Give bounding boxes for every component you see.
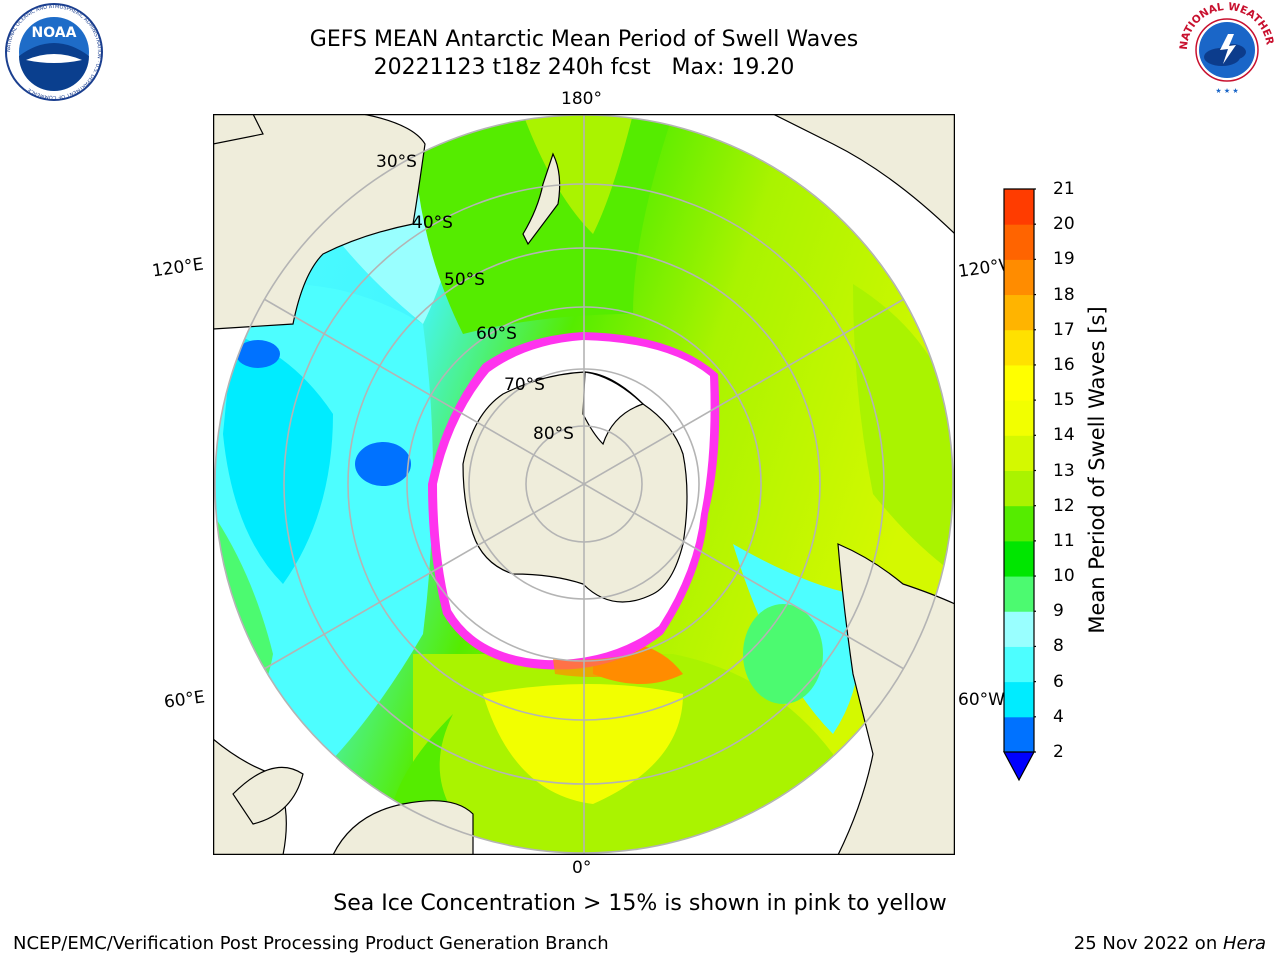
colorbar-tick-label: 16 [1053, 354, 1075, 375]
colorbar-swatch [1004, 294, 1034, 331]
svg-text:★ ★ ★: ★ ★ ★ [1215, 87, 1238, 95]
nws-logo: NATIONAL WEATHER SERVICE ★ ★ ★ [1176, 0, 1276, 96]
colorbar-tick-label: 14 [1053, 425, 1075, 446]
footer-host: Hera [1222, 933, 1266, 954]
lat-label-40s: 40°S [412, 213, 453, 233]
colorbar-swatch [1004, 364, 1034, 401]
colorbar-swatch [1004, 576, 1034, 612]
colorbar [1002, 188, 1036, 782]
colorbar-swatch [1004, 540, 1034, 577]
antarctica-land [462, 371, 688, 603]
colorbar-tick-label: 13 [1053, 460, 1075, 481]
colorbar-tick-label: 11 [1053, 530, 1075, 551]
colorbar-tick-label: 12 [1053, 495, 1075, 516]
colorbar-title: Mean Period of Swell Waves [s] [1085, 306, 1109, 634]
colorbar-tick-label: 8 [1053, 636, 1064, 657]
colorbar-tick-label: 20 [1053, 214, 1075, 235]
colorbar-swatch [1004, 224, 1034, 260]
colorbar-tick-label: 17 [1053, 319, 1075, 340]
colorbar-tick-label: 18 [1053, 284, 1075, 305]
colorbar-swatch [1004, 716, 1034, 753]
colorbar-swatch [1004, 646, 1034, 683]
colorbar-swatch [1004, 505, 1034, 542]
lat-label-50s: 50°S [444, 270, 485, 290]
polar-map [213, 114, 955, 855]
colorbar-swatch [1004, 189, 1034, 225]
map-title: GEFS MEAN Antarctic Mean Period of Swell… [309, 27, 859, 52]
colorbar-swatch [1004, 259, 1034, 296]
lon-label-0: 0° [572, 858, 592, 878]
lat-label-60s: 60°S [476, 324, 517, 344]
colorbar-tick-label: 4 [1053, 706, 1064, 727]
colorbar-under-arrow [1002, 751, 1036, 782]
footer-credit: NCEP/EMC/Verification Post Processing Pr… [13, 933, 609, 954]
lon-label-120e: 120°E [150, 254, 205, 282]
colorbar-swatch [1004, 435, 1034, 471]
colorbar-tick-label: 2 [1053, 742, 1064, 762]
colorbar-tick-label: 9 [1053, 601, 1064, 622]
map-frame [213, 114, 955, 855]
lat-label-70s: 70°S [504, 375, 545, 395]
noaa-logo-text: NOAA [32, 25, 77, 41]
colorbar-swatch [1004, 400, 1034, 436]
colorbar-swatch [1004, 329, 1034, 366]
lon-label-60w: 60°W [958, 690, 1005, 710]
lat-label-30s: 30°S [376, 152, 417, 172]
colorbar-swatch [1004, 611, 1034, 647]
lon-label-180: 180° [561, 89, 602, 109]
colorbar-tick-label: 19 [1053, 249, 1075, 270]
colorbar-tick-label: 21 [1053, 179, 1075, 199]
colorbar-swatch [1004, 681, 1034, 718]
colorbar-swatch [1004, 470, 1034, 507]
colorbar-tick-label: 6 [1053, 671, 1064, 692]
map-subtitle: 20221123 t18z 240h fcst Max: 19.20 [373, 55, 795, 80]
lat-label-80s: 80°S [533, 424, 574, 444]
colorbar-tick-label: 10 [1053, 566, 1075, 587]
lon-label-60e: 60°E [162, 687, 207, 713]
noaa-logo: NOAA NATIONAL OCEANIC AND ATMOSPHERIC AD… [5, 3, 103, 101]
footer-date: 25 Nov 2022 on Hera [1073, 933, 1266, 954]
sea-ice-caption: Sea Ice Concentration > 15% is shown in … [333, 891, 947, 916]
colorbar-tick-label: 15 [1053, 390, 1075, 411]
